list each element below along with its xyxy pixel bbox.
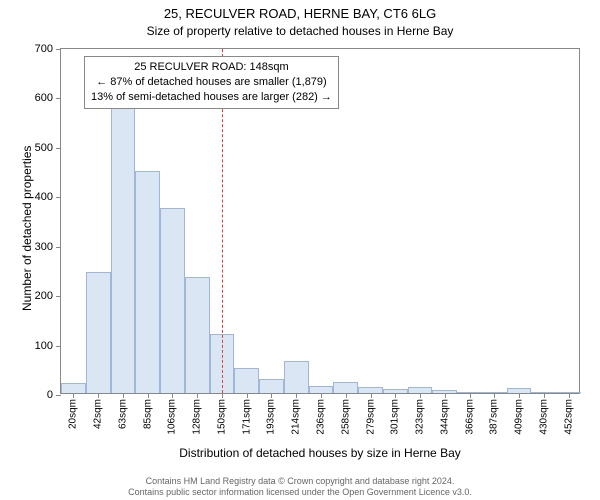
y-tick-label: 300 xyxy=(35,241,53,253)
y-tick xyxy=(56,197,61,198)
x-tick-label: 106sqm xyxy=(167,399,178,435)
x-tick xyxy=(494,393,495,398)
y-tick xyxy=(56,98,61,99)
y-tick xyxy=(56,148,61,149)
y-tick-label: 400 xyxy=(35,191,53,203)
x-tick xyxy=(519,393,520,398)
x-tick xyxy=(470,393,471,398)
x-tick-label: 171sqm xyxy=(241,399,252,435)
x-tick xyxy=(197,393,198,398)
x-axis-label: Distribution of detached houses by size … xyxy=(60,446,580,460)
page-title: 25, RECULVER ROAD, HERNE BAY, CT6 6LG xyxy=(0,6,600,21)
x-tick-label: 63sqm xyxy=(117,399,128,429)
annotation-line-3: 13% of semi-detached houses are larger (… xyxy=(91,90,332,105)
x-tick-label: 193sqm xyxy=(266,399,277,435)
y-tick-label: 200 xyxy=(35,290,53,302)
x-tick xyxy=(172,393,173,398)
x-tick-label: 323sqm xyxy=(415,399,426,435)
x-tick xyxy=(271,393,272,398)
annotation-line-1: 25 RECULVER ROAD: 148sqm xyxy=(91,60,332,75)
histogram-bar xyxy=(284,361,309,393)
x-tick xyxy=(544,393,545,398)
x-tick-label: 85sqm xyxy=(142,399,153,429)
y-tick xyxy=(56,296,61,297)
y-tick-label: 0 xyxy=(47,389,53,401)
x-tick xyxy=(247,393,248,398)
x-tick xyxy=(346,393,347,398)
x-tick-label: 344sqm xyxy=(439,399,450,435)
x-tick xyxy=(123,393,124,398)
histogram-bar xyxy=(111,101,136,393)
x-tick-label: 387sqm xyxy=(489,399,500,435)
histogram-bar xyxy=(160,208,185,393)
y-tick-label: 700 xyxy=(35,43,53,55)
x-tick xyxy=(420,393,421,398)
x-tick xyxy=(569,393,570,398)
y-tick-label: 100 xyxy=(35,340,53,352)
histogram-bar xyxy=(259,379,284,393)
x-tick xyxy=(73,393,74,398)
histogram-bar xyxy=(309,386,334,393)
x-tick xyxy=(371,393,372,398)
x-tick-label: 409sqm xyxy=(514,399,525,435)
x-tick-label: 452sqm xyxy=(563,399,574,435)
histogram-bar xyxy=(135,171,160,393)
annotation-box: 25 RECULVER ROAD: 148sqm ← 87% of detach… xyxy=(84,56,339,109)
y-tick xyxy=(56,395,61,396)
y-axis-label: Number of detached properties xyxy=(20,146,34,311)
footer-line-2: Contains public sector information licen… xyxy=(0,487,600,498)
x-tick-label: 430sqm xyxy=(538,399,549,435)
histogram-bar xyxy=(333,382,358,393)
x-tick-label: 20sqm xyxy=(68,399,79,429)
histogram-bar xyxy=(61,383,86,393)
x-tick xyxy=(222,393,223,398)
x-tick-label: 150sqm xyxy=(216,399,227,435)
x-tick xyxy=(296,393,297,398)
x-tick xyxy=(98,393,99,398)
y-tick-label: 500 xyxy=(35,142,53,154)
x-tick xyxy=(445,393,446,398)
x-tick xyxy=(148,393,149,398)
y-tick xyxy=(56,49,61,50)
histogram-bar xyxy=(234,368,259,393)
x-tick-label: 214sqm xyxy=(291,399,302,435)
page-subtitle: Size of property relative to detached ho… xyxy=(0,24,600,38)
y-tick-label: 600 xyxy=(35,92,53,104)
x-tick-label: 301sqm xyxy=(390,399,401,435)
x-tick-label: 258sqm xyxy=(340,399,351,435)
x-tick xyxy=(395,393,396,398)
x-tick-label: 279sqm xyxy=(365,399,376,435)
x-tick-label: 236sqm xyxy=(316,399,327,435)
y-tick xyxy=(56,346,61,347)
footer-text: Contains HM Land Registry data © Crown c… xyxy=(0,476,600,499)
y-tick xyxy=(56,247,61,248)
histogram-bar xyxy=(86,272,111,393)
x-tick-label: 128sqm xyxy=(192,399,203,435)
histogram-bar xyxy=(185,277,210,393)
x-tick xyxy=(321,393,322,398)
annotation-line-2: ← 87% of detached houses are smaller (1,… xyxy=(91,75,332,90)
x-tick-label: 42sqm xyxy=(93,399,104,429)
x-tick-label: 366sqm xyxy=(464,399,475,435)
footer-line-1: Contains HM Land Registry data © Crown c… xyxy=(0,476,600,487)
